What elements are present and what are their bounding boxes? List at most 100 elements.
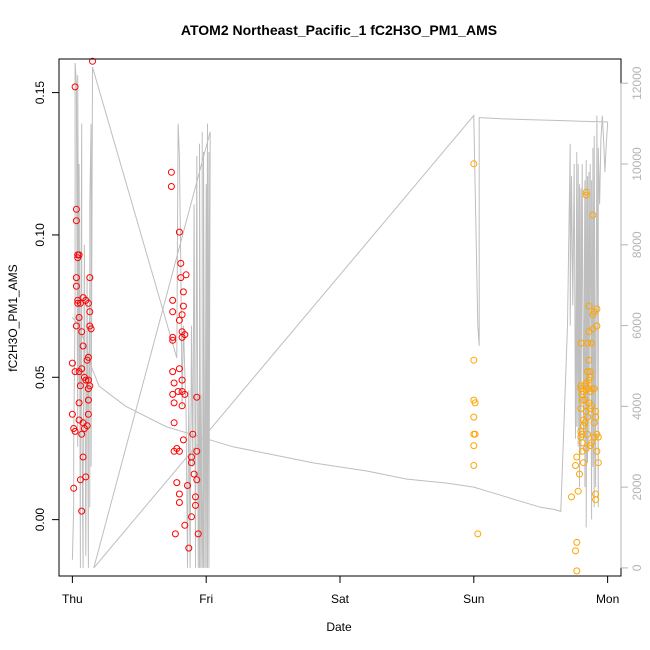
series-0 (68, 57, 202, 552)
data-point (581, 419, 589, 427)
data-point (71, 427, 79, 435)
data-point (580, 459, 587, 467)
data-point (86, 308, 94, 316)
data-point (75, 399, 83, 407)
data-point (74, 299, 82, 307)
data-point (470, 462, 478, 469)
data-point (471, 399, 479, 407)
data-point (178, 402, 186, 410)
data-point (573, 567, 581, 575)
data-point (169, 333, 177, 341)
data-point (169, 296, 177, 304)
data-point (590, 385, 598, 393)
points-layer (68, 57, 602, 575)
y2-tick-label: 4000 (630, 393, 644, 420)
data-point (169, 368, 177, 376)
data-point (470, 160, 478, 168)
x-axis-label: Date (326, 620, 352, 634)
data-point (573, 538, 581, 546)
data-point (576, 470, 583, 478)
data-point (584, 430, 591, 438)
data-point (572, 547, 579, 555)
data-point (588, 439, 596, 447)
data-point (588, 339, 596, 347)
data-point (193, 447, 201, 455)
data-point (76, 299, 84, 307)
y-axis-label: fC2H3O_PM1_AMS (6, 264, 20, 371)
data-point (83, 422, 91, 430)
y-tick-label: 0.05 (33, 365, 47, 389)
data-point (179, 288, 187, 296)
data-point (78, 328, 86, 336)
data-point (173, 479, 181, 487)
data-point (594, 433, 602, 441)
data-point (190, 470, 198, 478)
data-point (68, 359, 76, 367)
data-point (72, 322, 80, 330)
data-point (585, 302, 593, 310)
data-point (178, 311, 186, 319)
data-point (471, 430, 479, 438)
data-point (192, 501, 199, 509)
data-point (573, 453, 581, 461)
data-point (470, 442, 478, 450)
x-tick-label: Fri (199, 592, 213, 606)
data-point (175, 228, 183, 236)
data-point (89, 57, 96, 65)
data-point (185, 544, 193, 552)
data-point (175, 447, 183, 455)
series-1 (470, 160, 602, 575)
data-point (76, 476, 84, 484)
data-point (175, 499, 183, 506)
data-point (72, 217, 80, 225)
data-point (577, 405, 585, 413)
data-point (181, 390, 189, 398)
data-point (593, 305, 601, 313)
data-point (174, 388, 182, 395)
data-point (593, 447, 601, 455)
data-point (86, 274, 94, 282)
data-point (78, 430, 86, 438)
data-point (79, 342, 87, 350)
data-point (181, 521, 189, 529)
data-point (87, 325, 95, 333)
data-point (184, 482, 191, 489)
y-axis-right: 0 2000 4000 6000 8000 10000 12000 (620, 66, 644, 571)
y-tick-label: 0.15 (33, 81, 47, 105)
data-point (578, 439, 586, 447)
data-point (84, 396, 92, 404)
x-tick-label: Mon (596, 592, 619, 606)
data-point (589, 211, 597, 219)
data-point (188, 453, 195, 461)
data-point (584, 368, 591, 376)
data-point (71, 83, 79, 91)
data-point (175, 365, 183, 373)
data-point (578, 430, 586, 438)
data-point (82, 473, 90, 481)
data-point (169, 308, 177, 316)
data-point (82, 376, 90, 384)
data-point (588, 402, 596, 410)
secondary-line-layer (71, 62, 609, 569)
data-point (84, 353, 92, 361)
data-point (592, 413, 600, 421)
data-point (592, 496, 600, 504)
data-point (582, 191, 590, 199)
y2-tick-label: 6000 (630, 312, 644, 339)
y2-tick-label: 0 (630, 564, 644, 571)
data-point (189, 430, 197, 438)
data-point (577, 382, 585, 390)
secondary-series-line (71, 62, 609, 569)
data-point (568, 493, 575, 501)
data-point (470, 413, 478, 421)
data-point (474, 530, 482, 538)
data-point (84, 299, 92, 307)
data-point (175, 316, 183, 324)
data-point (584, 413, 591, 421)
data-point (188, 513, 195, 521)
data-point (594, 459, 602, 467)
data-point (169, 336, 177, 344)
data-point (72, 282, 80, 290)
data-point (588, 385, 596, 393)
data-point (78, 507, 86, 515)
